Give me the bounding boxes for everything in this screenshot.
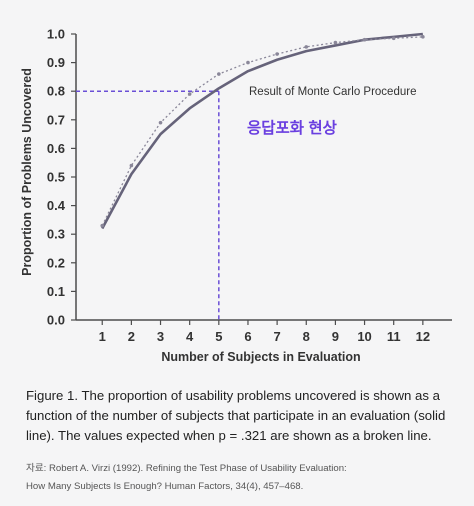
y-tick-label: 1.0 [47, 27, 65, 42]
series-solid [101, 32, 423, 230]
annotation-saturation: 응답포화 현상 [247, 118, 338, 137]
data-point-dotted [217, 72, 221, 76]
y-tick-label: 0.8 [47, 84, 65, 99]
y-tick-label: 0.1 [47, 284, 65, 299]
x-tick-label: 9 [332, 329, 339, 344]
y-tick-labels: 0.0 0.1 0.2 0.3 0.4 0.5 0.6 0.7 0.8 0.9 1.0 [47, 27, 76, 328]
data-point-dotted [421, 35, 425, 39]
x-axis-title: Number of Subjects in Evaluation [161, 350, 360, 364]
data-point-dotted [129, 163, 134, 168]
x-tick-label: 8 [303, 329, 310, 344]
data-point-dotted [100, 223, 105, 228]
data-point-dotted [275, 52, 279, 56]
data-point-dotted [158, 120, 163, 125]
data-point-dotted [187, 92, 192, 96]
caption-line-1: Figure 1. The proportion of usability pr… [26, 388, 440, 403]
caption-line-2: function of the number of subjects that … [26, 408, 446, 423]
y-tick-label: 0.4 [47, 198, 66, 213]
x-tick-label: 7 [273, 329, 280, 344]
y-tick-label: 0.5 [47, 170, 65, 185]
source-line-2: How Many Subjects Is Enough? Human Facto… [26, 481, 304, 492]
data-point-dotted [304, 45, 309, 49]
y-tick-label: 0.7 [47, 112, 65, 127]
x-tick-label: 2 [128, 329, 135, 344]
x-tick-label: 10 [357, 329, 371, 344]
x-tick-label: 4 [186, 329, 194, 344]
data-point-dotted [246, 60, 250, 65]
data-point-dotted [362, 37, 367, 42]
annotation-monte-carlo: Result of Monte Carlo Procedure [249, 86, 416, 98]
chart-area: 0.0 0.1 0.2 0.3 0.4 0.5 0.6 0.7 0.8 0.9 1.0 1 2 3 4 5 6 7… [20, 27, 452, 364]
line-chart: 0.00.10.20.30.40.50.60.70.80.91.01 2 3 4 5 6 7… [20, 27, 452, 364]
x-tick-label: 6 [244, 329, 251, 344]
x-tick-label: 11 [387, 329, 401, 344]
series-line-solid [101, 32, 423, 230]
caption-line-3: line). The values expected when p = .321… [26, 428, 432, 443]
y-tick-label: 0.9 [47, 55, 65, 70]
y-tick-label: 0.2 [47, 255, 65, 270]
data-point-dotted [333, 40, 338, 45]
figure-caption: Figure 1. The proportion of usability pr… [26, 386, 456, 446]
y-tick-label: 0.3 [47, 227, 65, 242]
x-tick-labels: 1 2 3 4 5 6 7 8 9 10 11 12 [99, 320, 430, 344]
y-tick-label: 0.0 [47, 313, 65, 328]
y-axis-title: Proportion of Problems Uncovered [20, 68, 34, 276]
source-citation: 자료: Robert A. Virzi (1992). Refining the… [26, 460, 456, 496]
data-point-dotted [391, 36, 396, 41]
source-line-1: 자료: Robert A. Virzi (1992). Refining the… [26, 463, 347, 474]
series-line-dotted [101, 36, 423, 226]
x-tick-label: 5 [215, 329, 222, 344]
x-tick-label: 12 [416, 329, 430, 344]
series-dotted [100, 35, 425, 228]
x-tick-label: 3 [157, 329, 164, 344]
x-tick-label: 1 [99, 329, 106, 344]
y-tick-label: 0.6 [47, 141, 65, 156]
